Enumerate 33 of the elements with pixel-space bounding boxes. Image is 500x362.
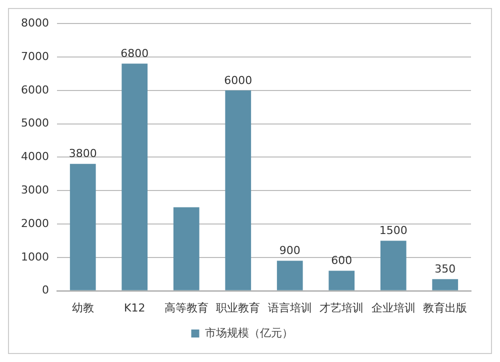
legend-label: 市场规模（亿元） xyxy=(204,326,293,340)
y-tick-label: 6000 xyxy=(20,83,49,96)
data-label: 6800 xyxy=(120,47,149,60)
bar xyxy=(380,240,406,290)
data-label: 900 xyxy=(279,244,300,258)
y-tick-label: 5000 xyxy=(20,116,49,130)
data-label: 1500 xyxy=(379,224,408,238)
y-tick-label: 8000 xyxy=(20,16,49,30)
x-tick-label: 教育出版 xyxy=(423,301,468,314)
y-tick-label: 1000 xyxy=(20,250,49,264)
x-tick-label: 职业教育 xyxy=(216,301,260,314)
data-label: 6000 xyxy=(224,74,252,87)
bar xyxy=(122,64,148,290)
x-tick-label: 才艺培训 xyxy=(320,301,364,314)
x-tick-label: 语言培训 xyxy=(268,301,312,314)
x-tick-label: 高等教育 xyxy=(164,301,208,314)
bar xyxy=(173,207,200,290)
y-tick-label: 3000 xyxy=(20,183,49,196)
bar xyxy=(328,270,355,290)
data-label: 350 xyxy=(434,262,456,276)
y-tick-label: 0 xyxy=(42,284,49,297)
bar xyxy=(225,90,252,290)
y-tick-label: 4000 xyxy=(20,150,49,164)
data-label: 3800 xyxy=(68,147,97,160)
x-tick-label: 幼教 xyxy=(72,301,94,314)
y-tick-label: 7000 xyxy=(20,50,49,63)
y-tick-label: 2000 xyxy=(20,216,49,230)
data-label: 600 xyxy=(331,254,352,268)
x-tick-label: 企业培训 xyxy=(371,301,416,314)
bar xyxy=(276,260,303,290)
bar xyxy=(432,279,458,290)
x-tick-label: K12 xyxy=(124,301,146,314)
bar xyxy=(70,164,96,290)
